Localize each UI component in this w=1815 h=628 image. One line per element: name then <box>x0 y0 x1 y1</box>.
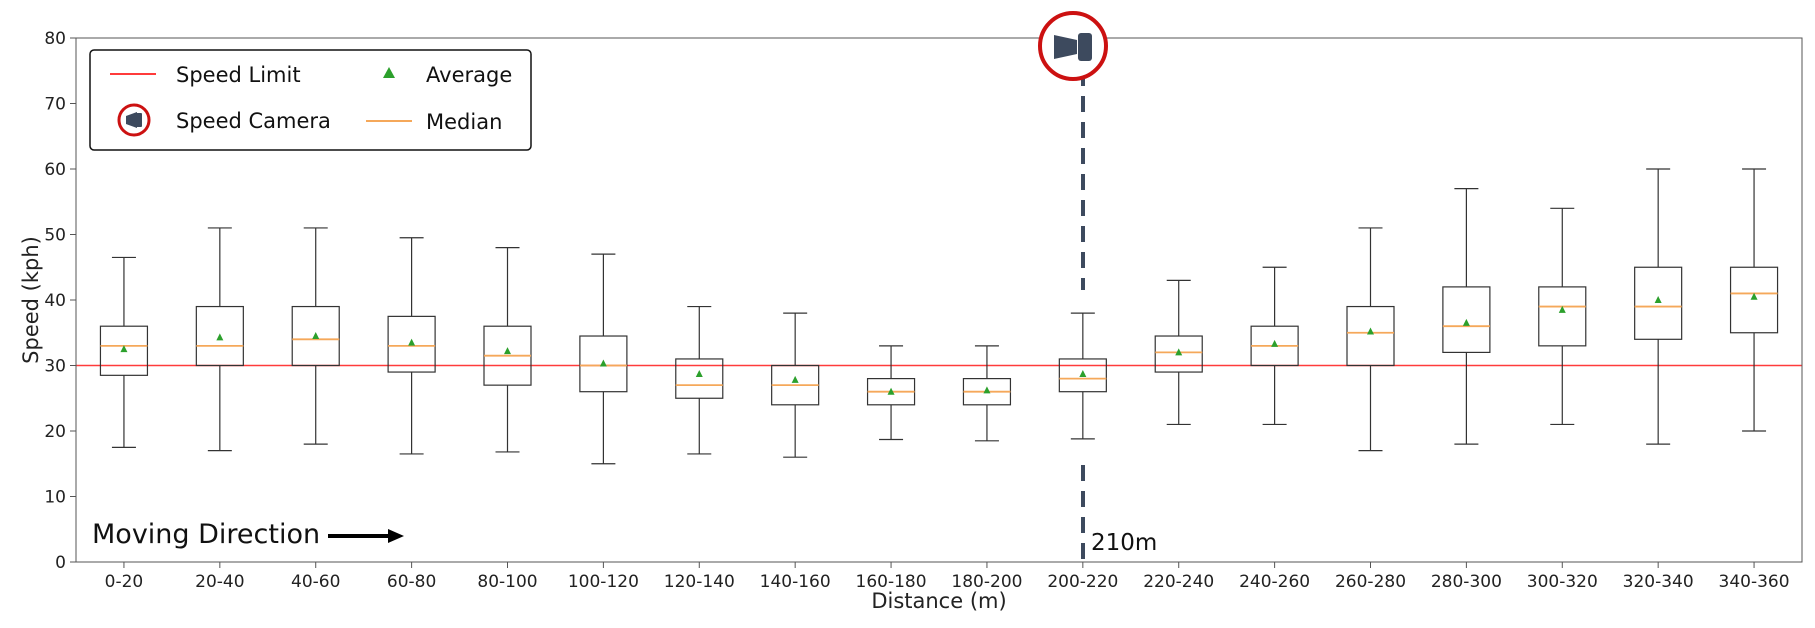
y-tick-label: 80 <box>44 29 66 49</box>
mean-marker <box>216 333 224 341</box>
iqr-box <box>1058 358 1107 393</box>
box-group <box>1634 168 1683 445</box>
camera-lens-icon <box>1054 35 1077 59</box>
iqr-box <box>1442 286 1491 353</box>
y-tick-label: 70 <box>44 95 66 115</box>
plot-frame <box>75 37 1803 563</box>
box-group <box>675 305 724 455</box>
legend: Speed Limit Average Speed Camera Median <box>89 49 532 151</box>
x-tick-label: 80-100 <box>477 572 537 592</box>
mean-marker <box>1750 292 1758 300</box>
camera-distance-label: 210m <box>1091 530 1157 556</box>
box-group <box>1729 168 1779 432</box>
x-tick-label: 200-220 <box>1047 572 1118 592</box>
x-tick-label: 0-20 <box>105 572 144 592</box>
box-group <box>866 345 916 441</box>
mean-marker <box>312 332 320 340</box>
legend-camera-icon <box>117 103 151 137</box>
box-group <box>579 253 628 465</box>
mean-marker <box>983 386 991 394</box>
legend-box <box>89 49 532 151</box>
mean-marker <box>791 375 799 383</box>
box-group <box>195 227 244 452</box>
iqr-box <box>1634 266 1683 340</box>
mean-marker <box>695 370 703 378</box>
y-tick-label: 40 <box>44 291 66 311</box>
iqr-box <box>1154 335 1203 373</box>
box-group <box>962 345 1012 442</box>
box-group <box>1154 279 1203 426</box>
x-tick-label: 240-260 <box>1239 572 1310 592</box>
x-tick-label: 260-280 <box>1335 572 1406 592</box>
camera-body-icon <box>1078 33 1092 61</box>
moving-direction-arrow-head-icon <box>388 529 404 543</box>
box-group <box>1250 266 1299 426</box>
y-tick-label: 20 <box>44 422 66 442</box>
mean-marker <box>1079 370 1087 378</box>
y-tick-label: 50 <box>44 226 66 246</box>
x-tick-label: 120-140 <box>664 572 735 592</box>
x-tick-label: 60-80 <box>387 572 436 592</box>
legend-average-triangle-icon <box>383 67 395 78</box>
iqr-box <box>1538 286 1587 347</box>
mean-marker <box>887 387 895 395</box>
mean-marker <box>504 347 511 355</box>
moving-direction-label: Moving Direction <box>92 519 320 550</box>
iqr-box <box>579 335 628 393</box>
moving-direction-annotation: Moving Direction <box>92 519 404 550</box>
y-tick-label: 30 <box>44 357 66 377</box>
mean-marker <box>599 359 607 367</box>
box-group <box>483 247 532 453</box>
y-tick-label: 10 <box>44 488 66 508</box>
x-axis-title: Distance (m) <box>871 589 1006 613</box>
iqr-box <box>99 325 149 376</box>
x-tick-label: 160-180 <box>856 572 927 592</box>
mean-marker <box>1558 305 1566 313</box>
x-tick-label: 100-120 <box>568 572 639 592</box>
mean-marker <box>120 345 128 353</box>
mean-marker <box>1367 327 1374 335</box>
mean-marker <box>1175 348 1183 356</box>
box-group <box>1442 188 1491 445</box>
mean-marker <box>1654 296 1662 303</box>
legend-speed-camera-label: Speed Camera <box>176 109 331 133</box>
chart-marks: 0 10 20 30 40 50 60 70 80 0-20 20-40 40-60 60-80 80-1… <box>44 29 1802 592</box>
iqr-box <box>1346 305 1395 367</box>
x-tick-label: 40-60 <box>291 572 340 592</box>
speed-camera-marker: 210m <box>1038 11 1157 560</box>
x-tick-label: 280-300 <box>1431 572 1502 592</box>
x-tick-label: 140-160 <box>760 572 831 592</box>
legend-average-label: Average <box>426 63 512 87</box>
x-tick-label: 20-40 <box>195 572 244 592</box>
x-tick-label: 320-340 <box>1623 572 1694 592</box>
box-group <box>387 237 436 455</box>
box-group <box>291 227 340 445</box>
iqr-box <box>675 358 724 399</box>
y-tick-label: 60 <box>44 160 66 180</box>
x-tick-label: 300-320 <box>1527 572 1598 592</box>
iqr-box <box>387 315 436 373</box>
iqr-box <box>1729 266 1779 334</box>
y-axis-title: Speed (kph) <box>19 236 43 364</box>
y-tick-label: 0 <box>55 553 66 573</box>
box-group <box>1058 312 1107 440</box>
x-tick-label: 180-200 <box>951 572 1022 592</box>
x-tick-label: 340-360 <box>1719 572 1790 592</box>
iqr-box <box>195 305 244 367</box>
x-tick-label: 220-240 <box>1143 572 1214 592</box>
box-group <box>1538 207 1587 426</box>
mean-marker <box>1271 339 1279 347</box>
mean-marker <box>1462 318 1470 326</box>
box-group <box>99 256 149 448</box>
mean-marker <box>408 338 416 346</box>
iqr-box <box>291 305 340 367</box>
box-group <box>1346 227 1395 452</box>
legend-median-label: Median <box>426 110 502 134</box>
legend-speed-limit-label: Speed Limit <box>176 63 301 87</box>
box-group <box>771 312 820 458</box>
